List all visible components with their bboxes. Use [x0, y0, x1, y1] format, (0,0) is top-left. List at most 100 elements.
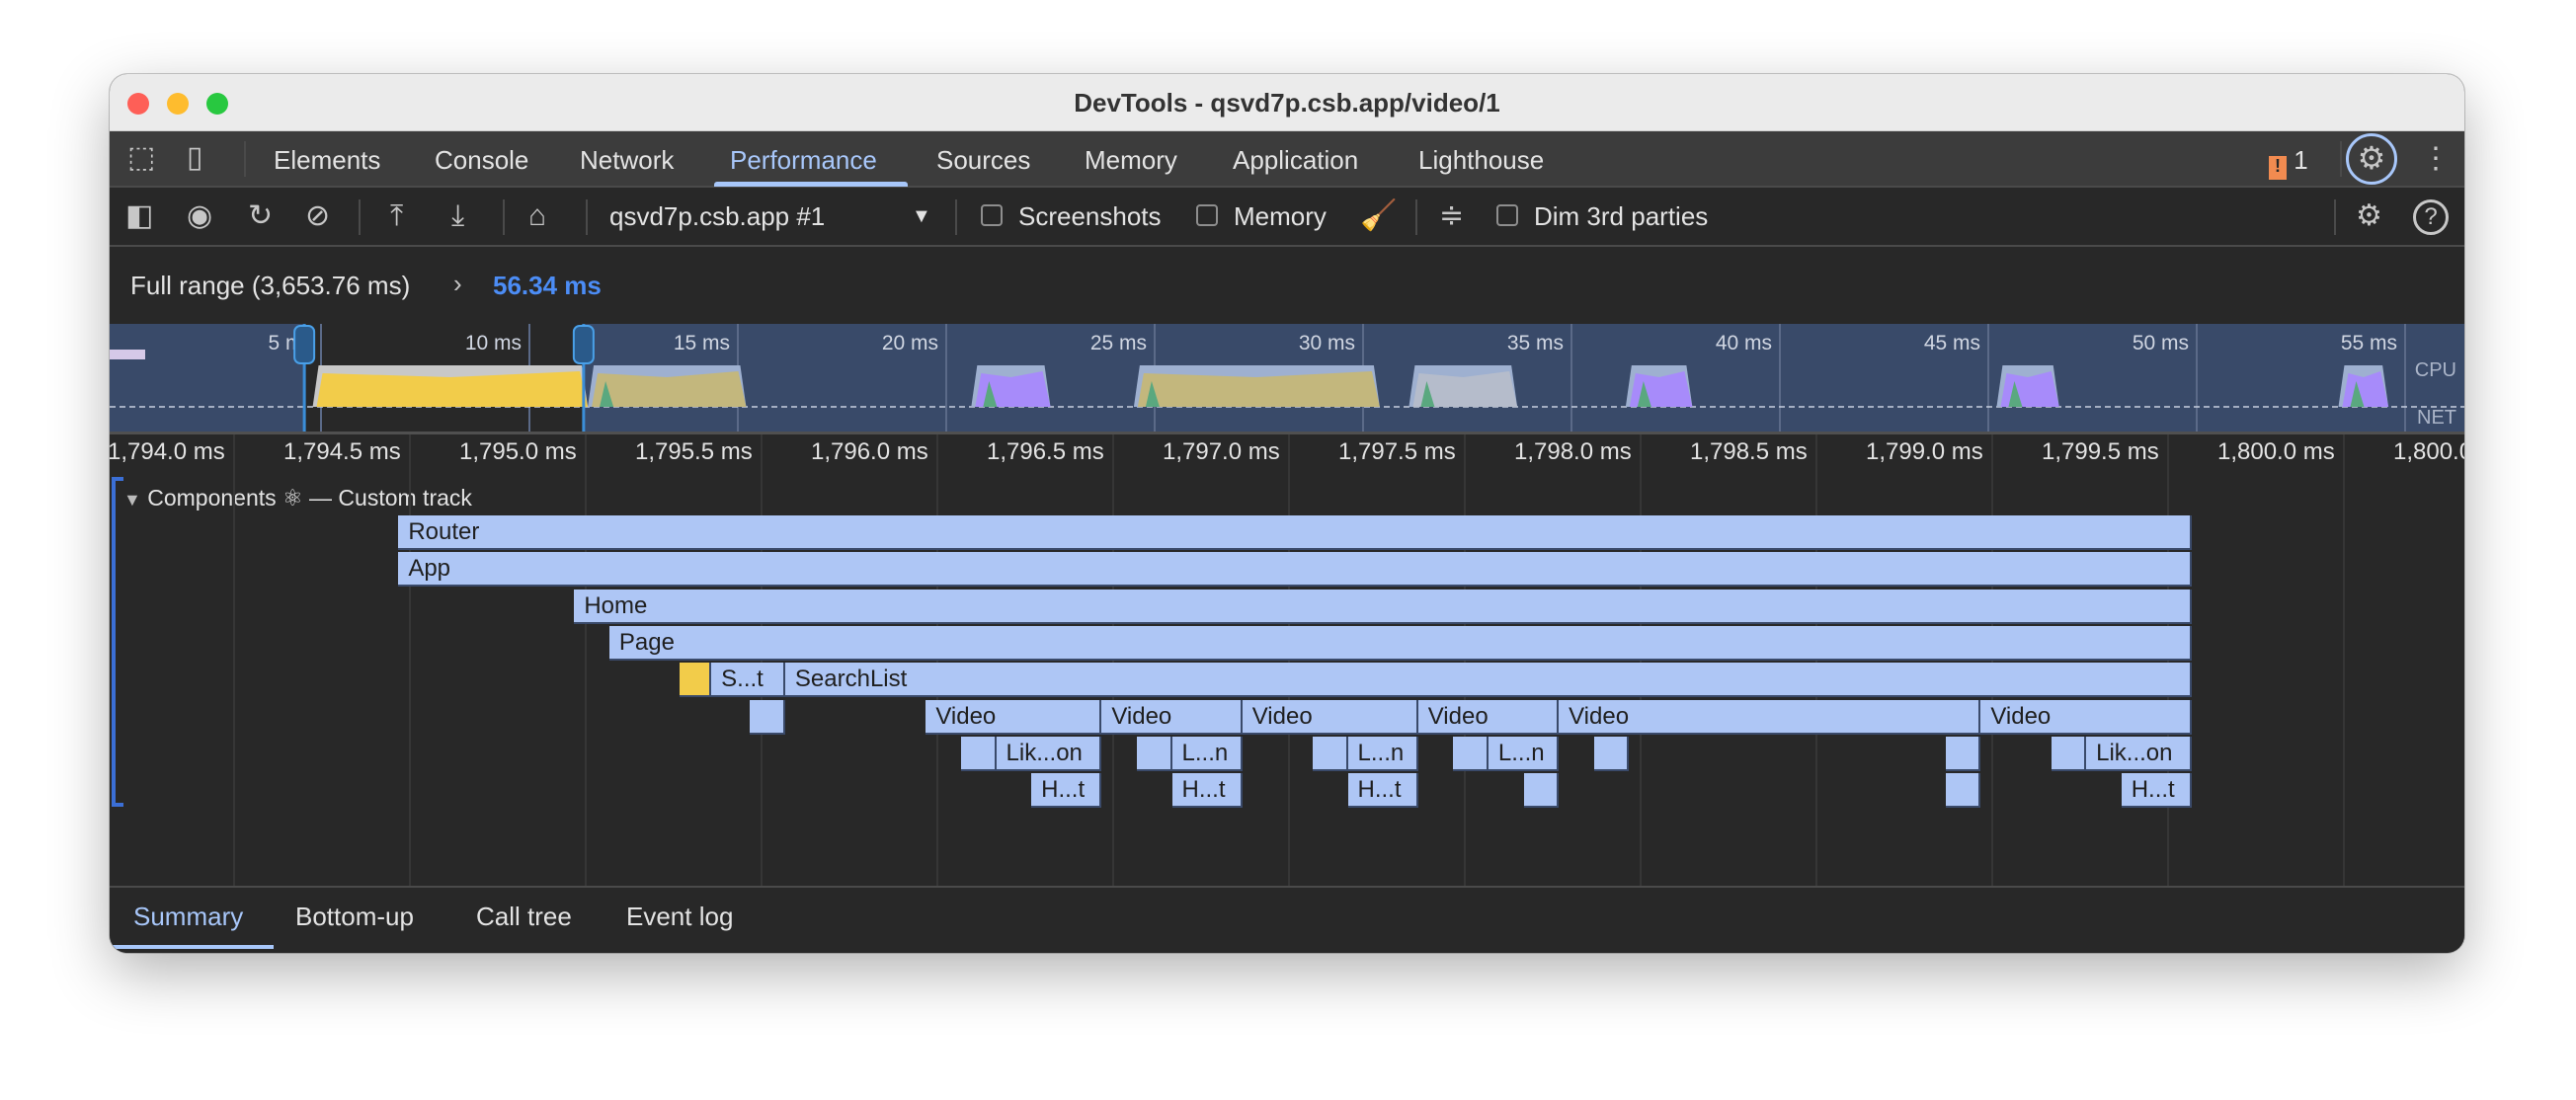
breadcrumb-full-range[interactable]: Full range (3,653.76 ms) — [130, 271, 411, 300]
cpu-activity-gc — [1637, 381, 1651, 407]
minimize-button[interactable] — [167, 93, 189, 115]
ruler-tick-label: 1,800.0 ms — [2217, 438, 2335, 465]
flame-bar[interactable] — [1945, 773, 1981, 809]
cpu-activity-gc — [2008, 381, 2023, 407]
flame-bar[interactable] — [750, 699, 785, 735]
inspect-element-icon[interactable]: ⬚ — [127, 141, 156, 174]
close-button[interactable] — [127, 93, 149, 115]
net-label: NET — [2417, 407, 2456, 429]
flame-bar[interactable] — [1136, 736, 1172, 771]
flame-bar-ht[interactable]: H...t — [1347, 773, 1418, 809]
timeline-overview[interactable]: 5 ms 10 ms 15 ms 20 ms 25 ms 30 ms 35 ms 40 ms 4… — [110, 324, 2464, 432]
cpu-activity-gc — [600, 381, 614, 407]
tab-performance[interactable]: Performance — [730, 145, 877, 175]
ruler-gridline — [409, 434, 411, 472]
breadcrumb: Full range (3,653.76 ms) › 56.34 ms — [110, 249, 2464, 324]
tab-memory[interactable]: Memory — [1085, 145, 1177, 175]
upload-icon[interactable]: ⤒ — [390, 199, 404, 232]
flame-bar-video[interactable]: Video — [926, 699, 1102, 735]
tab-call-tree[interactable]: Call tree — [476, 902, 572, 931]
clear-icon[interactable]: ⊘ — [305, 199, 331, 232]
memory-label: Memory — [1234, 201, 1327, 231]
cpu-activity-gc — [1420, 381, 1435, 407]
flame-bar-st[interactable]: S...t — [711, 663, 785, 698]
tab-bottom-up[interactable]: Bottom-up — [295, 902, 414, 931]
tab-elements[interactable]: Elements — [274, 145, 381, 175]
tab-console[interactable]: Console — [435, 145, 529, 175]
screenshots-checkbox[interactable] — [981, 204, 1003, 226]
overview-tick-label: 50 ms — [2133, 332, 2189, 354]
flame-bar-ht[interactable]: H...t — [2121, 773, 2192, 809]
dropdown-arrow-icon[interactable]: ▼ — [912, 205, 931, 227]
ruler-gridline — [1815, 434, 1817, 472]
selection-handle — [293, 325, 316, 364]
tab-application[interactable]: Application — [1233, 145, 1359, 175]
overview-tick-label: 25 ms — [1090, 332, 1147, 354]
ruler-gridline — [1640, 434, 1642, 472]
help-icon[interactable]: ? — [2413, 199, 2449, 235]
expand-triangle-icon[interactable]: ▼ — [123, 490, 141, 510]
flame-bar[interactable] — [1593, 736, 1630, 771]
tab-lighthouse[interactable]: Lighthouse — [1418, 145, 1545, 175]
performance-toolbar: ◧ ◉ ↻ ⊘ ⤒ ⤓ ⌂ qsvd7p.csb.app #1 ▼ Screen… — [110, 188, 2464, 247]
tab-sources[interactable]: Sources — [936, 145, 1031, 175]
garbage-collect-icon[interactable]: 🧹 — [1360, 199, 1398, 232]
device-toolbar-icon[interactable]: ▯ — [187, 141, 203, 174]
flame-bar-home[interactable]: Home — [574, 589, 2192, 624]
download-icon[interactable]: ⤓ — [451, 199, 465, 232]
ruler-gridline — [2167, 434, 2169, 472]
flame-bar[interactable] — [2051, 736, 2087, 771]
flame-bar-ln[interactable]: L...n — [1488, 736, 1560, 771]
flame-bar[interactable] — [960, 736, 997, 771]
settings-icon[interactable]: ⚙ — [2346, 133, 2397, 185]
overview-tick-label: 40 ms — [1716, 332, 1772, 354]
ruler-tick-label: 1,798.0 ms — [1514, 438, 1632, 465]
panel-tabs: ⬚ ▯ Elements Console Network Performance… — [110, 131, 2464, 188]
sidebar-toggle-icon[interactable]: ◧ — [125, 199, 154, 232]
flame-bar[interactable] — [1945, 736, 1981, 771]
flame-bar-video[interactable]: Video — [1242, 699, 1418, 735]
flame-bar-page[interactable]: Page — [608, 625, 2192, 661]
cpu-activity — [1412, 371, 1518, 407]
flame-bar-video[interactable]: Video — [1417, 699, 1560, 735]
capture-settings-icon[interactable]: ⚙ — [2356, 199, 2382, 232]
issues-badge[interactable]: ! 1 — [2269, 145, 2308, 180]
dim-3rd-parties-checkbox[interactable] — [1496, 204, 1518, 226]
breadcrumb-current-range[interactable]: 56.34 ms — [493, 271, 602, 300]
flame-bar[interactable] — [680, 663, 712, 698]
reload-record-icon[interactable]: ↻ — [248, 199, 274, 232]
tab-event-log[interactable]: Event log — [626, 902, 734, 931]
flame-bar[interactable] — [1523, 773, 1560, 809]
flame-bar-likon[interactable]: Lik...on — [996, 736, 1102, 771]
track-gridline — [2343, 469, 2345, 886]
zoom-button[interactable] — [206, 93, 228, 115]
ruler-tick-label: 1,797.5 ms — [1338, 438, 1456, 465]
target-select[interactable]: qsvd7p.csb.app #1 — [609, 201, 826, 231]
flame-bar-app[interactable]: App — [398, 552, 2192, 588]
flame-bar[interactable] — [1312, 736, 1348, 771]
flame-bar-ht[interactable]: H...t — [1031, 773, 1102, 809]
flame-bar-video[interactable]: Video — [1980, 699, 2192, 735]
tab-summary[interactable]: Summary — [133, 902, 244, 931]
flame-bar-searchlist[interactable]: SearchList — [784, 663, 2192, 698]
ruler-tick-label: 1,795.5 ms — [635, 438, 753, 465]
flame-bar-likon[interactable]: Lik...on — [2086, 736, 2192, 771]
flame-bar-ln[interactable]: L...n — [1171, 736, 1243, 771]
collapse-icon[interactable]: ≑ — [1439, 199, 1465, 232]
flame-bar-router[interactable]: Router — [398, 515, 2192, 550]
overview-marker — [110, 350, 145, 359]
flame-bar-video[interactable]: Video — [1101, 699, 1243, 735]
flame-bar-ln[interactable]: L...n — [1347, 736, 1418, 771]
ruler-tick-label: 1,796.5 ms — [987, 438, 1104, 465]
flame-bar[interactable] — [1453, 736, 1489, 771]
tab-network[interactable]: Network — [580, 145, 675, 175]
flame-bar-video[interactable]: Video — [1559, 699, 1981, 735]
ruler-tick-label: 1,799.0 ms — [1866, 438, 1983, 465]
more-menu-icon[interactable]: ⋮ — [2421, 142, 2451, 175]
flame-bar-ht[interactable]: H...t — [1171, 773, 1243, 809]
record-icon[interactable]: ◉ — [187, 199, 213, 232]
home-icon[interactable]: ⌂ — [528, 199, 547, 232]
track-gridline — [233, 469, 235, 886]
memory-checkbox[interactable] — [1196, 204, 1218, 226]
track-header[interactable]: ▼ Components ⚛ — Custom track — [123, 485, 472, 511]
